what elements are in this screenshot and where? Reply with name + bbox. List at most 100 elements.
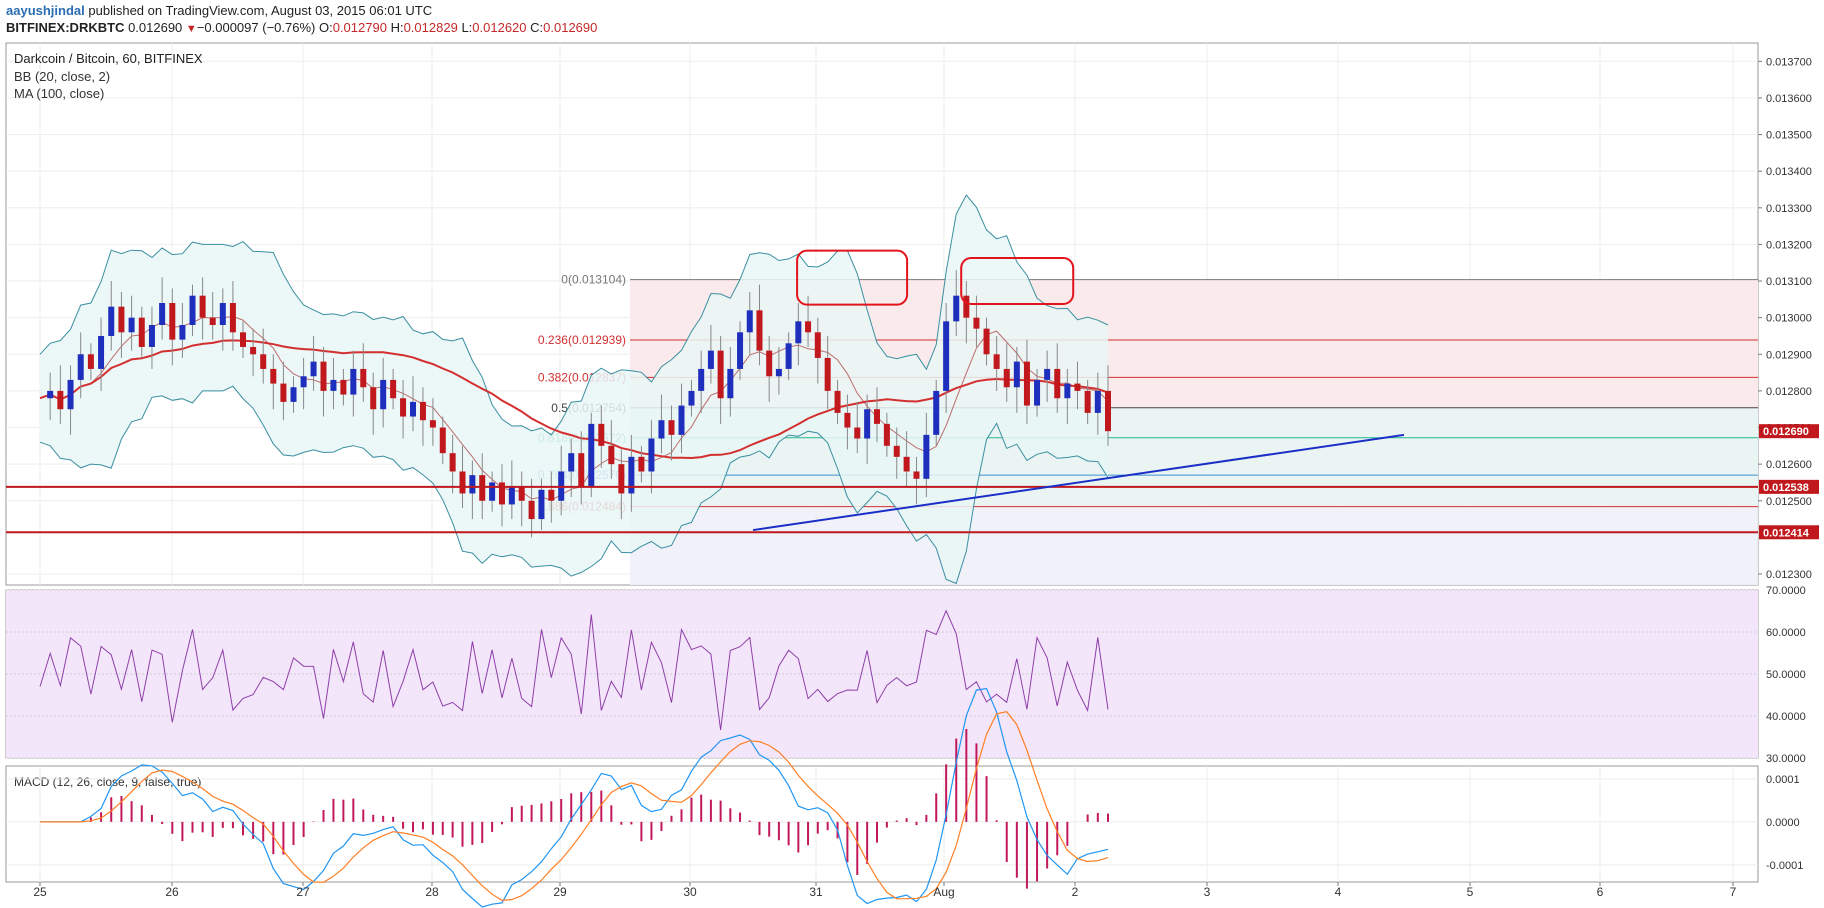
- high-value: 0.012829: [403, 20, 458, 35]
- candle-body: [578, 453, 585, 487]
- candle-body: [795, 321, 802, 344]
- candle-body: [1034, 379, 1041, 406]
- candle-body: [148, 324, 155, 347]
- candle-body: [498, 482, 505, 505]
- close-value: 0.012690: [543, 20, 598, 35]
- price-tick-label: 0.013300: [1766, 203, 1812, 215]
- last-price-label: 0.012690: [1763, 426, 1809, 438]
- candle-body: [67, 379, 74, 410]
- candle-body: [864, 409, 871, 439]
- candle-body: [893, 445, 900, 457]
- price-tick-label: 0.013400: [1766, 166, 1812, 178]
- candle-body: [518, 486, 525, 501]
- candle-body: [834, 390, 841, 413]
- candle-body: [410, 401, 417, 417]
- candle-body: [159, 303, 166, 325]
- candle-body: [568, 453, 575, 472]
- candle-body: [618, 464, 625, 494]
- candle-body: [199, 295, 206, 318]
- candle-body: [360, 368, 367, 388]
- open-label: O:: [318, 20, 333, 35]
- candle-body: [508, 486, 515, 505]
- candle-body: [489, 482, 496, 501]
- candle-body: [923, 434, 930, 479]
- candle-body: [608, 445, 615, 465]
- candle-body: [330, 379, 337, 391]
- candle-body: [260, 354, 267, 369]
- symbol-label[interactable]: BITFINEX:DRKBTC: [6, 20, 125, 35]
- bollinger-lower: [39, 385, 1109, 585]
- signal-line: [40, 711, 1109, 902]
- candle-body: [219, 303, 226, 325]
- level-badge-label: 0.012414: [1763, 527, 1810, 539]
- candle-body: [1064, 383, 1071, 399]
- candle-body: [824, 357, 831, 391]
- candle-body: [1084, 390, 1091, 413]
- candle-body: [429, 420, 436, 428]
- candle-body: [138, 317, 145, 347]
- candle-body: [390, 379, 397, 399]
- candle-body: [1094, 390, 1101, 413]
- candle-body: [469, 475, 476, 494]
- candle-body: [903, 456, 910, 472]
- time-tick-label: 4: [1335, 885, 1342, 899]
- low-label: L:: [461, 20, 473, 35]
- candle-body: [756, 310, 763, 351]
- candle-body: [1105, 390, 1111, 432]
- candle-body: [953, 295, 960, 322]
- candle-body: [77, 354, 84, 380]
- time-tick-label: 25: [33, 885, 47, 899]
- open-value: 0.012790: [332, 20, 387, 35]
- time-tick-label: 27: [296, 885, 310, 899]
- last-price-badge: [1759, 424, 1819, 439]
- annotation-box-2: [960, 256, 1075, 305]
- price-change: −0.000097 (−0.76%): [196, 20, 316, 35]
- candle-body: [229, 303, 236, 333]
- price-tick-label: 0.013200: [1766, 239, 1812, 251]
- price-tick-label: 0.012900: [1766, 349, 1812, 361]
- candle-body: [87, 354, 94, 369]
- macd-pane: [5, 765, 1759, 883]
- candle-body: [844, 412, 851, 428]
- candle-body: [169, 303, 176, 340]
- candle-body: [717, 350, 724, 399]
- time-tick-label: 26: [165, 885, 179, 899]
- candle-body: [805, 321, 812, 333]
- candle-body: [874, 409, 881, 424]
- candle-body: [548, 489, 555, 501]
- candle-body: [766, 350, 773, 377]
- annotation-box-1: [796, 249, 909, 306]
- candle-body: [973, 317, 980, 329]
- candle-body: [538, 489, 545, 520]
- candle-body: [588, 423, 595, 487]
- candle-body: [128, 317, 135, 333]
- level-badge: [1759, 525, 1819, 540]
- time-tick-label: 31: [809, 885, 823, 899]
- author-link[interactable]: aayushjindal: [6, 3, 85, 18]
- fib-label: 0(0.013104): [561, 273, 626, 287]
- candle-body: [678, 405, 685, 435]
- candle-body: [883, 423, 890, 446]
- candle-body: [320, 361, 327, 391]
- price-tick-label: 0.013100: [1766, 276, 1812, 288]
- candle-body: [913, 471, 920, 479]
- candle-body: [668, 420, 675, 435]
- candle-body: [98, 335, 105, 369]
- candle-body: [310, 361, 317, 377]
- candle-body: [300, 376, 307, 388]
- macd-line: [40, 687, 1109, 908]
- bollinger-fill: [40, 195, 1108, 584]
- price-tick-label: 0.012500: [1766, 496, 1812, 508]
- candle-body: [118, 306, 125, 333]
- candle-body: [380, 379, 387, 410]
- price-tick-label: 0.012300: [1766, 569, 1812, 581]
- price-tick-label: 0.012600: [1766, 459, 1812, 471]
- candle-body: [963, 295, 970, 318]
- chart-header: aayushjindal published on TradingView.co…: [6, 2, 597, 38]
- candle-body: [933, 390, 940, 435]
- candle-body: [57, 390, 64, 410]
- level-badge-label: 0.012538: [1763, 482, 1809, 494]
- candle-body: [439, 427, 446, 454]
- macd-tick-label: -0.0001: [1766, 860, 1803, 872]
